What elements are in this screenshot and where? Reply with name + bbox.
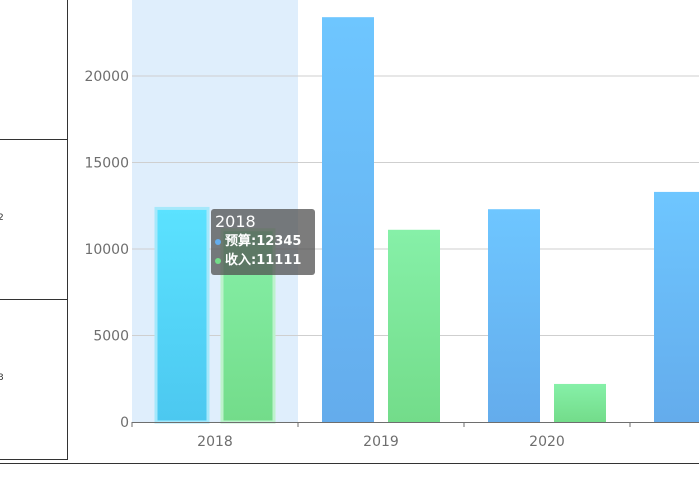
- x-tick-label: 2018: [197, 434, 233, 450]
- y-tick-label: 0: [120, 415, 129, 431]
- y-tick-label: 5000: [93, 329, 129, 345]
- left-table: 2 3: [0, 0, 68, 460]
- bar-预算: [654, 191, 699, 422]
- bottom-border: [0, 463, 699, 464]
- tooltip-row-label: 预算:12345: [225, 234, 302, 249]
- tooltip-title: 2018: [215, 212, 256, 231]
- series-dot-icon: [215, 257, 221, 264]
- bar-预算: [322, 17, 374, 423]
- x-tick-label: 2020: [529, 434, 565, 450]
- table-row: [0, 0, 68, 140]
- y-tick-label: 20000: [84, 69, 129, 85]
- y-tick-label: 10000: [84, 242, 129, 258]
- bar-收入: [554, 383, 606, 422]
- tooltip: 2018 预算:12345 收入:11111: [211, 209, 315, 275]
- table-row: 3: [0, 300, 68, 460]
- table-row: 2: [0, 140, 68, 300]
- tooltip-row: 预算:12345: [215, 232, 311, 251]
- bar-预算: [154, 206, 210, 424]
- tooltip-row: 收入:11111: [215, 251, 311, 270]
- series-dot-icon: [215, 238, 221, 245]
- x-tick-label: 2019: [363, 434, 399, 450]
- bar-收入: [388, 229, 440, 422]
- row-label: 3: [0, 373, 4, 383]
- tooltip-row-label: 收入:11111: [225, 253, 302, 268]
- bar-预算: [488, 209, 540, 422]
- row-label: 2: [0, 213, 4, 223]
- y-tick-label: 15000: [84, 156, 129, 172]
